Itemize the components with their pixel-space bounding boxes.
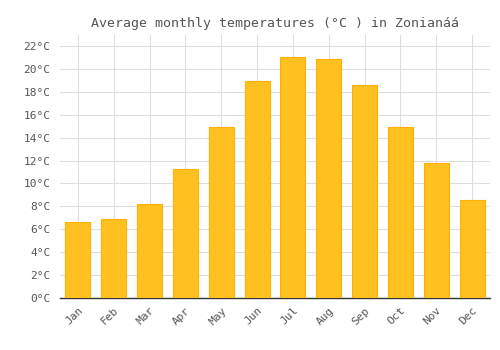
Bar — [280, 57, 305, 298]
Title: Average monthly temperatures (°C ) in Zonianáá: Average monthly temperatures (°C ) in Zo… — [91, 17, 459, 30]
Bar — [388, 127, 413, 298]
Bar — [101, 219, 126, 298]
Bar — [173, 169, 198, 298]
Bar — [137, 204, 162, 298]
Bar — [352, 85, 377, 298]
Bar — [208, 127, 234, 298]
Bar — [316, 59, 342, 298]
Bar — [244, 80, 270, 298]
Bar — [66, 222, 90, 298]
Bar — [460, 201, 484, 298]
Bar — [424, 163, 449, 298]
